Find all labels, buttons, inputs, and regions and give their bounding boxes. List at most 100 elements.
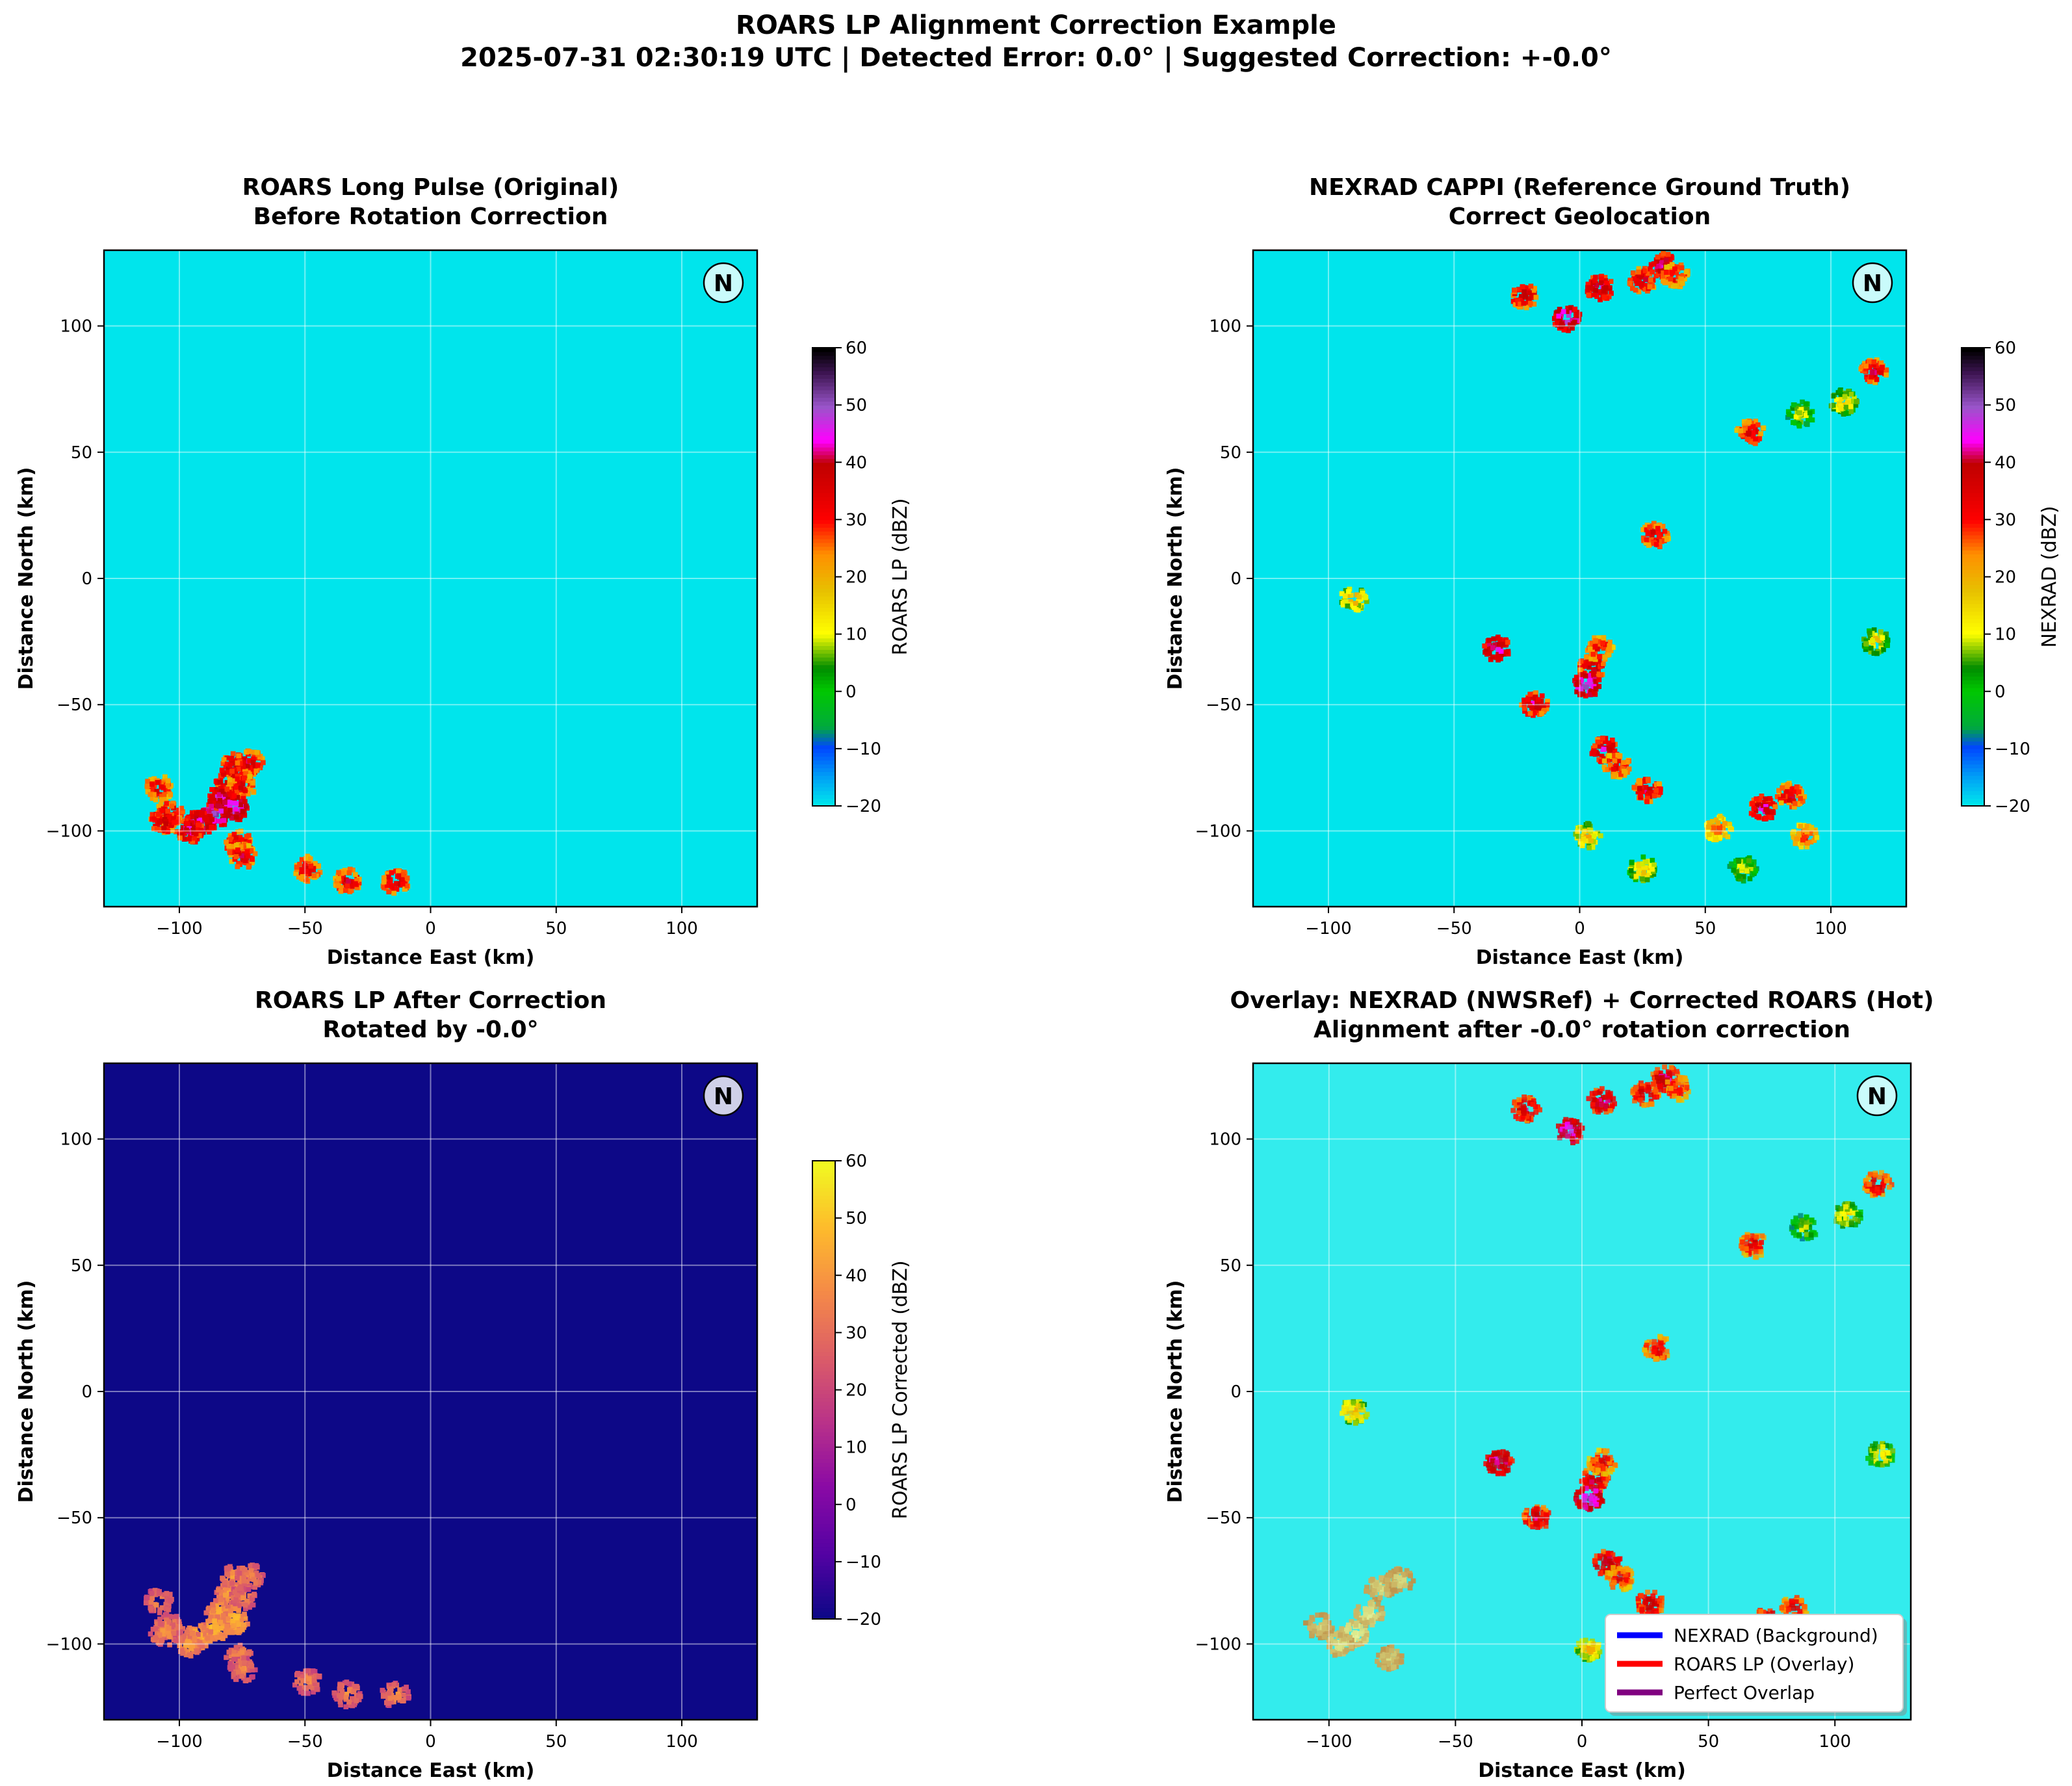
colorbar-band [812,1210,835,1215]
echo-cell [211,810,217,816]
echo-cell [164,801,169,806]
colorbar-band [812,497,835,501]
echo-cell [218,1632,224,1638]
echo-cell [1349,1405,1354,1411]
echo-cell [1559,1126,1565,1132]
echo-cell [212,1618,217,1624]
echo-cell [1607,749,1612,755]
echo-cell [1661,274,1666,279]
echo-cell [228,1572,234,1577]
echo-cell [1592,635,1597,641]
echo-cell [1828,403,1834,409]
north-marker-circle [1852,262,1893,304]
colorbar-band [1962,745,1984,749]
echo-cell [1658,1087,1664,1093]
colorbar-band [812,1195,835,1200]
echo-cell [241,786,246,792]
colorbar-band [812,351,835,356]
echo-cell [145,779,150,784]
echo-cell [1529,705,1535,710]
colorbar-tick-label: −10 [846,740,881,759]
echo-cell [1763,815,1768,821]
echo-cell [1680,273,1686,278]
echo-cell [198,827,203,833]
echo-cell [1570,1124,1576,1130]
echo-cell [1490,654,1496,660]
echo-cell [296,874,302,880]
echo-cell [1637,786,1642,792]
echo-cell [1610,1585,1616,1590]
echo-cell [1794,406,1800,411]
colorbar-band [812,745,835,749]
echo-cell [1586,1456,1592,1461]
echo-cell [1767,814,1772,820]
colorbar-band [812,1615,835,1620]
echo-cell [1839,396,1844,402]
panel-title: NEXRAD CAPPI (Reference Ground Truth) [1309,174,1850,201]
echo-cell [244,849,250,855]
echo-cell [219,1600,224,1605]
echo-cell [1599,1483,1605,1489]
echo-cell [1841,1221,1846,1226]
echo-cell [1648,1102,1653,1107]
echo-cell [1574,1497,1579,1503]
echo-cell [236,850,242,856]
colorbar-band [1962,630,1984,635]
echo-cell [1867,379,1872,384]
echo-cell [229,1592,234,1597]
echo-cell [1540,1511,1546,1517]
echo-cell [237,761,243,766]
echo-cell [1492,1455,1498,1461]
echo-cell [1800,1236,1805,1241]
echo-cell [297,862,302,867]
colorbar-band [812,569,835,574]
echo-cell [1523,305,1529,311]
echo-cell [1677,1077,1683,1082]
echo-cell [1581,684,1586,689]
echo-cell [1627,278,1633,283]
echo-cell [1709,819,1715,824]
colorbar-band [1962,623,1984,627]
echo-cell [1603,1094,1608,1100]
echo-cell [1639,1083,1645,1089]
colorbar-band [1962,641,1984,647]
echo-cell [1778,800,1784,806]
echo-cell [239,837,244,843]
echo-cell [177,1643,183,1648]
colorbar-band [1962,733,1984,738]
echo-cell [1492,1451,1497,1457]
colorbar-band [812,615,835,619]
x-tick-label: 100 [666,919,698,938]
echo-cell [1600,1566,1606,1571]
north-marker-label: N [714,1083,733,1110]
echo-cell [1596,1500,1602,1506]
echo-cell [1577,662,1583,667]
colorbar-band [812,1439,835,1444]
echo-cell [310,1685,315,1690]
echo-cell [181,836,187,842]
colorbar-band [812,1458,835,1463]
echo-cell [151,816,157,822]
echo-cell [1609,1466,1614,1472]
echo-cell [240,764,246,770]
echo-cell [350,867,356,873]
echo-cell [252,1585,257,1590]
echo-cell [1592,655,1598,660]
echo-cell [226,812,231,818]
colorbar-band [812,783,835,788]
echo-cell [148,1600,154,1605]
echo-cell [1534,703,1540,709]
echo-cell [402,886,408,892]
colorbar-band [812,523,835,528]
echo-cell [229,859,235,864]
echo-cell [1871,1185,1877,1191]
echo-cell [1592,743,1598,749]
echo-cell [235,760,240,766]
colorbar-band [812,1573,835,1578]
echo-cell [1355,1403,1361,1408]
echo-cell [343,888,348,893]
echo-cell [209,809,214,815]
echo-cell [1710,828,1715,834]
echo-cell [248,848,254,853]
echo-cell [1595,1468,1601,1473]
